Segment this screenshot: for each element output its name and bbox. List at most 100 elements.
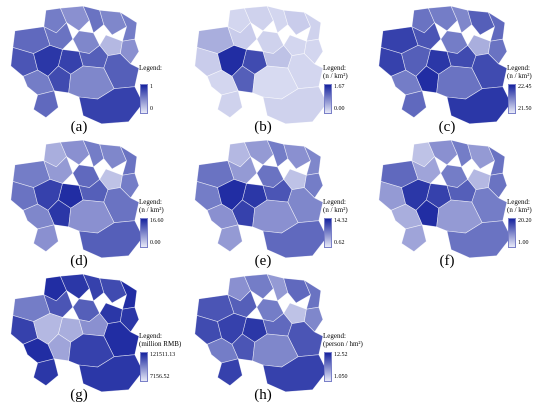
legend-color-bar xyxy=(324,218,332,248)
district-region xyxy=(59,139,90,166)
map-panel: Legend: 1 0 (a) xyxy=(4,4,187,138)
legend-min-value: 0.00 xyxy=(150,240,161,246)
map-panel: Legend: (n / km²) 14.32 0.62 (e) xyxy=(188,138,371,272)
district-region xyxy=(243,273,274,300)
legend-color-bar xyxy=(140,84,148,114)
district-region xyxy=(99,9,127,36)
district-map xyxy=(378,139,512,259)
district-region xyxy=(266,273,289,302)
panel-label: (c) xyxy=(438,119,456,135)
district-region xyxy=(82,273,105,302)
district-region xyxy=(33,358,59,387)
district-region xyxy=(82,5,105,34)
map-panel: Legend: (n / km²) 1.67 0.00 (b) xyxy=(188,4,371,138)
legend-min-value: 1.050 xyxy=(334,374,348,380)
legend-color-bar xyxy=(140,352,148,382)
legend-title: Legend: xyxy=(139,64,162,72)
district-region xyxy=(467,143,495,170)
district-region xyxy=(217,358,243,387)
district-map xyxy=(194,273,328,393)
legend-max-value: 12.52 xyxy=(334,352,348,358)
district-region xyxy=(283,143,311,170)
legend-unit: (n / km²) xyxy=(507,72,532,80)
district-region xyxy=(488,38,508,65)
district-region xyxy=(243,5,274,32)
district-map xyxy=(10,273,144,393)
district-region xyxy=(59,5,90,32)
panel-label: (b) xyxy=(254,119,272,135)
district-region xyxy=(266,5,289,34)
legend-min-value: 1.00 xyxy=(518,240,529,246)
legend-title: Legend: xyxy=(507,64,530,72)
district-region xyxy=(450,139,473,168)
legend-title: Legend: xyxy=(323,198,346,206)
legend-unit: (million RMB) xyxy=(139,340,182,348)
district-region xyxy=(217,224,243,253)
district-map xyxy=(378,5,512,125)
panel-label: (a) xyxy=(70,119,88,135)
district-region xyxy=(304,306,324,333)
legend-unit: (n / km²) xyxy=(139,206,164,214)
district-region xyxy=(120,172,140,199)
legend-max-value: 20.20 xyxy=(518,218,532,224)
district-region xyxy=(120,38,140,65)
legend-unit: (n / km²) xyxy=(323,206,348,214)
district-map xyxy=(194,139,328,259)
district-region xyxy=(217,90,243,119)
district-map xyxy=(10,5,144,125)
map-panel: Legend: (person / hm²) 12.52 1.050 (h) xyxy=(188,272,371,406)
district-region xyxy=(427,5,458,32)
panel-label: (e) xyxy=(254,253,272,269)
legend-min-value: 0 xyxy=(150,106,153,112)
district-region xyxy=(401,224,427,253)
district-region xyxy=(59,273,90,300)
legend-max-value: 14.32 xyxy=(334,218,348,224)
legend-color-bar xyxy=(140,218,148,248)
district-region xyxy=(467,9,495,36)
district-region xyxy=(304,172,324,199)
legend-max-value: 16.60 xyxy=(150,218,164,224)
district-region xyxy=(120,306,140,333)
map-panel: Legend: (n / km²) 22.45 21.50 (c) xyxy=(372,4,550,138)
legend-title: Legend: xyxy=(323,332,346,340)
district-region xyxy=(304,38,324,65)
legend-min-value: 0.00 xyxy=(334,106,345,112)
legend-color-bar xyxy=(508,84,516,114)
map-panel: Legend: (n / km²) 20.20 1.00 (f) xyxy=(372,138,550,272)
legend-title: Legend: xyxy=(507,198,530,206)
legend-max-value: 1 xyxy=(150,84,153,90)
panel-label: (d) xyxy=(70,253,88,269)
district-map xyxy=(194,5,328,125)
legend-min-value: 21.50 xyxy=(518,106,532,112)
district-region xyxy=(450,5,473,34)
panel-label: (h) xyxy=(254,387,272,403)
map-panel: Legend: (million RMB) 121511.13 7156.52 (g) xyxy=(4,272,187,406)
legend-title: Legend: xyxy=(139,332,162,340)
district-region xyxy=(99,143,127,170)
legend-unit: (n / km²) xyxy=(507,206,532,214)
legend-title: Legend: xyxy=(323,64,346,72)
district-region xyxy=(82,139,105,168)
legend-color-bar xyxy=(324,84,332,114)
district-region xyxy=(488,172,508,199)
legend-max-value: 1.67 xyxy=(334,84,345,90)
legend-min-value: 0.62 xyxy=(334,240,345,246)
legend-max-value: 121511.13 xyxy=(150,352,176,358)
district-region xyxy=(401,90,427,119)
district-region xyxy=(266,139,289,168)
district-region xyxy=(283,9,311,36)
district-region xyxy=(283,277,311,304)
legend-max-value: 22.45 xyxy=(518,84,532,90)
legend-min-value: 7156.52 xyxy=(150,374,170,380)
legend-color-bar xyxy=(324,352,332,382)
panel-label: (f) xyxy=(439,253,455,269)
district-region xyxy=(33,90,59,119)
district-region xyxy=(243,139,274,166)
map-panel: Legend: (n / km²) 16.60 0.00 (d) xyxy=(4,138,187,272)
legend-unit: (person / hm²) xyxy=(323,340,363,348)
legend-unit: (n / km²) xyxy=(323,72,348,80)
panel-label: (g) xyxy=(70,387,88,403)
district-region xyxy=(99,277,127,304)
district-map xyxy=(10,139,144,259)
district-region xyxy=(427,139,458,166)
